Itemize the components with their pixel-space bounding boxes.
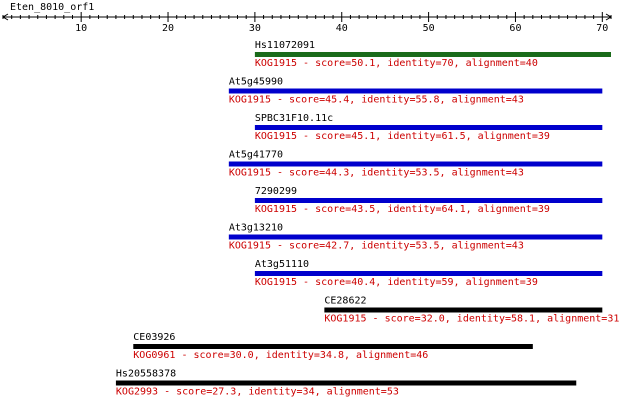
hit-row: 7290299 KOG1915 - score=43.5, identity=64…	[254, 186, 603, 215]
hit-row: At3g51110 KOG1915 - score=40.4, identity=…	[254, 259, 603, 288]
hit-bar[interactable]	[254, 52, 611, 57]
tick-label: 30	[249, 23, 261, 34]
hit-row: At5g45990 KOG1915 - score=45.4, identity=…	[228, 77, 603, 106]
hit-id: At3g13210	[229, 223, 283, 234]
hit-label: KOG1915 - score=45.4, identity=55.8, ali…	[229, 95, 524, 106]
hit-bar[interactable]	[324, 307, 603, 313]
hit-id: SPBC31F10.11c	[255, 113, 333, 124]
hit-row: SPBC31F10.11c KOG1915 - score=45.1, ident…	[254, 113, 603, 142]
hit-bar[interactable]	[228, 88, 603, 94]
tick-label: 70	[596, 23, 608, 34]
hit-id: CE28622	[324, 296, 366, 307]
hit-row: Hs20558378 KOG2993 - score=27.3, identity…	[115, 369, 577, 398]
hit-label: KOG1915 - score=43.5, identity=64.1, ali…	[255, 204, 550, 215]
hit-id: At5g45990	[229, 77, 283, 88]
hit-id: At5g41770	[229, 150, 283, 161]
ruler-axis: 10 20 30 40 50 60 70	[2, 12, 612, 34]
hit-bar[interactable]	[228, 234, 603, 240]
hit-id: 7290299	[255, 186, 297, 197]
hit-bar[interactable]	[254, 125, 603, 130]
hit-row: At3g13210 KOG1915 - score=42.7, identity=…	[228, 223, 603, 252]
hit-bar[interactable]	[133, 344, 533, 349]
query-name: Eten_8010_orf1	[10, 2, 94, 13]
hit-label: KOG1915 - score=44.3, identity=53.5, ali…	[229, 168, 524, 179]
hit-id: Hs11072091	[255, 40, 315, 51]
hit-bar[interactable]	[228, 161, 603, 167]
hit-row: At5g41770 KOG1915 - score=44.3, identity=…	[228, 150, 603, 179]
hit-label: KOG0961 - score=30.0, identity=34.8, ali…	[133, 350, 428, 361]
hit-row: CE03926 KOG0961 - score=30.0, identity=34…	[133, 332, 533, 361]
hit-bar[interactable]	[115, 380, 577, 386]
hit-bar[interactable]	[254, 198, 603, 203]
hit-id: At3g51110	[255, 259, 309, 270]
hit-list: Hs11072091 KOG1915 - score=50.1, identity…	[115, 40, 619, 398]
hit-label: KOG1915 - score=45.1, identity=61.5, ali…	[255, 131, 550, 142]
hit-label: KOG1915 - score=32.0, identity=58.1, ali…	[324, 314, 619, 325]
hit-label: KOG1915 - score=42.7, identity=53.5, ali…	[229, 241, 524, 252]
hit-label: KOG1915 - score=50.1, identity=70, align…	[255, 58, 538, 69]
hit-row: Hs11072091 KOG1915 - score=50.1, identity…	[254, 40, 611, 69]
hit-row: CE28622 KOG1915 - score=32.0, identity=58…	[324, 296, 619, 325]
hit-id: Hs20558378	[116, 369, 176, 380]
hit-id: CE03926	[133, 332, 175, 343]
hit-label: KOG1915 - score=40.4, identity=59, align…	[255, 277, 538, 288]
tick-label: 40	[336, 23, 348, 34]
tick-label: 60	[509, 23, 521, 34]
tick-label: 20	[162, 23, 174, 34]
hit-label: KOG2993 - score=27.3, identity=34, align…	[116, 387, 399, 398]
tick-label: 50	[423, 23, 435, 34]
tick-label: 10	[75, 23, 87, 34]
hit-bar[interactable]	[254, 271, 603, 276]
